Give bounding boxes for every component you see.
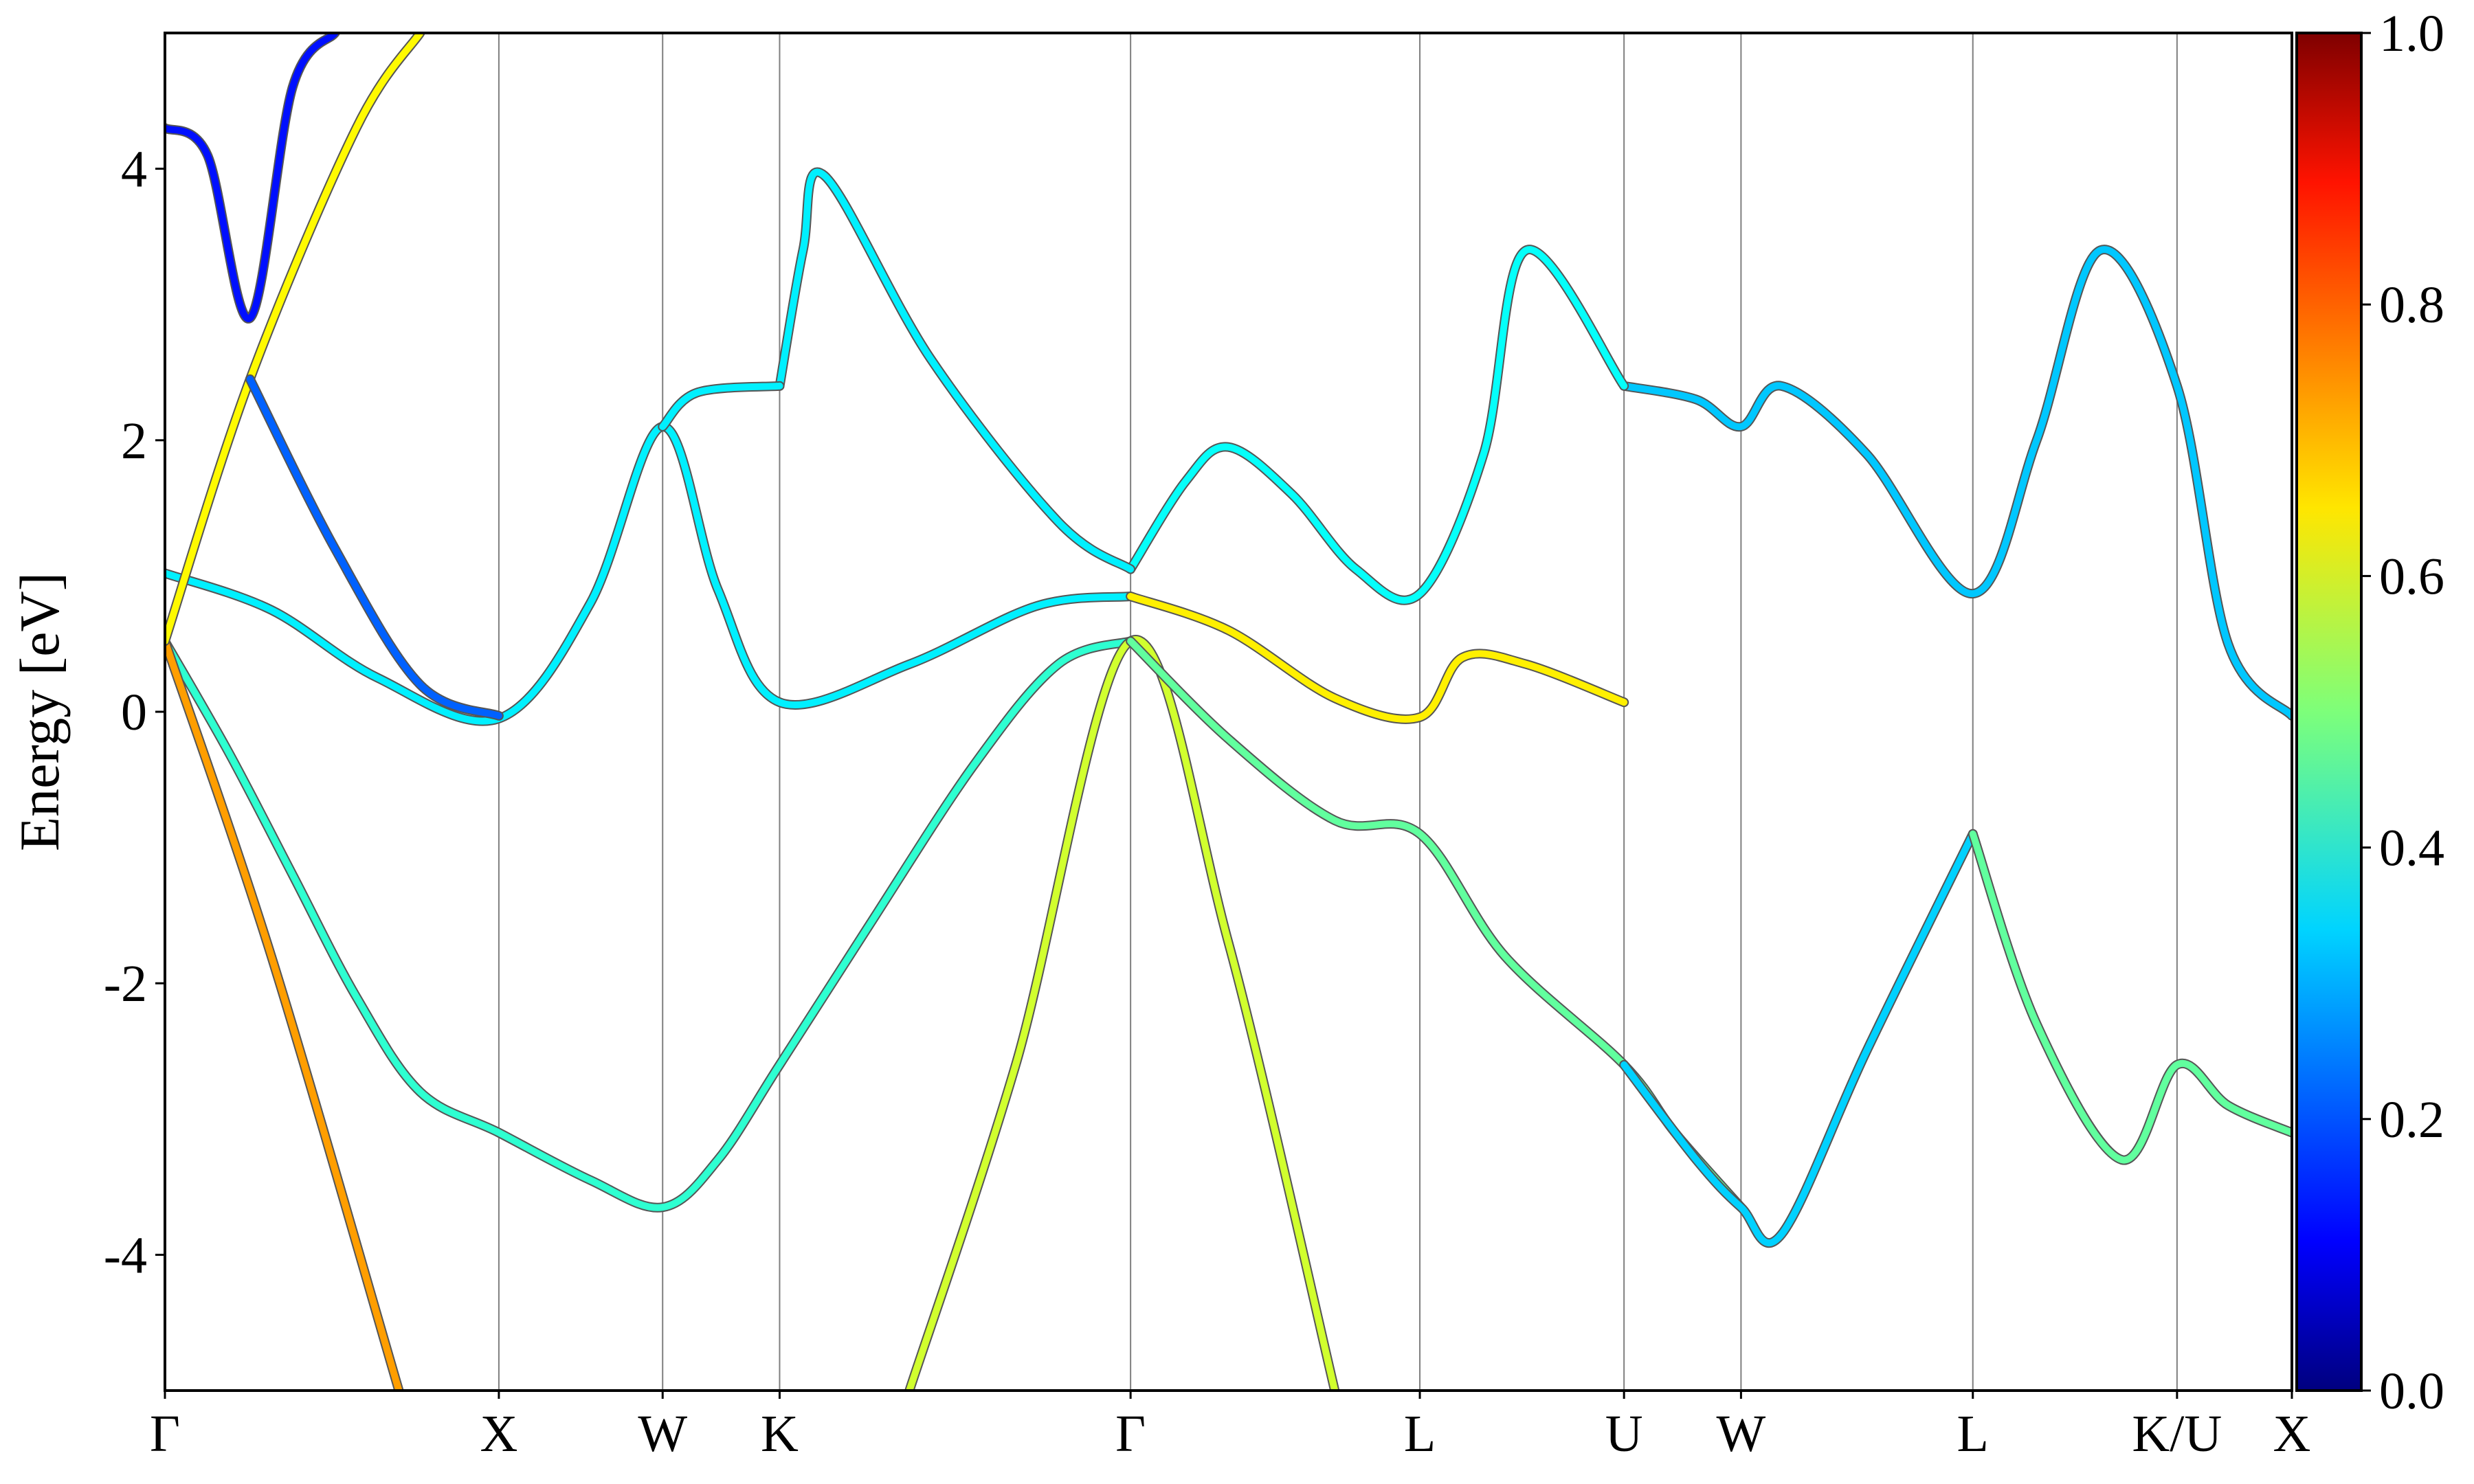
band-line-0 [165, 638, 1135, 1211]
band-outline [1126, 245, 1629, 605]
band-outline [1619, 245, 2292, 721]
band-line-9 [1127, 246, 1628, 604]
band-line-4 [1127, 593, 1628, 723]
band-outline [774, 167, 1136, 574]
colorbar-tick-label: 1.0 [2379, 5, 2444, 63]
x-tick-label: L [1404, 1405, 1436, 1463]
y-tick-label: -4 [104, 1226, 147, 1284]
band-outline [165, 636, 1136, 1213]
colorbar-tick-label: 0.6 [2379, 548, 2444, 605]
x-tick-label: X [2273, 1405, 2311, 1463]
y-tick-label: 0 [121, 684, 147, 741]
band-line-1 [165, 638, 403, 1391]
band-line-12 [165, 33, 339, 322]
band-line-3 [165, 423, 1135, 725]
band-line-8 [1620, 246, 2292, 719]
x-tick-label: W [1717, 1405, 1766, 1463]
colorbar-tick-label: 0.8 [2379, 276, 2444, 334]
y-tick-label: 4 [121, 141, 147, 199]
y-axis-label: Energy [eV] [8, 572, 71, 851]
band-outline [165, 33, 340, 324]
colorbar-tick-label: 0.2 [2379, 1091, 2444, 1149]
band-line-11 [659, 382, 783, 430]
band-line-2 [906, 636, 1339, 1391]
colorbar-tick-label: 0.4 [2379, 820, 2444, 877]
y-tick-label: -2 [104, 955, 147, 1013]
x-tick-label: K/U [2132, 1405, 2222, 1463]
band-line-14 [246, 375, 502, 719]
y-tick-label: 2 [121, 412, 147, 470]
band-outline [165, 33, 425, 647]
colorbar-gradient [2295, 32, 2363, 1392]
band-outline [1126, 592, 1629, 724]
band-lines [165, 33, 2292, 1391]
band-line-6 [1620, 830, 1976, 1247]
x-tick-label: L [1957, 1405, 1989, 1463]
band-line-13 [165, 33, 424, 645]
band-outline [1619, 829, 1978, 1248]
x-tick-label: Γ [1115, 1405, 1146, 1463]
x-tick-label: U [1605, 1405, 1643, 1463]
x-tick-label: K [761, 1405, 799, 1463]
x-tick-label: X [480, 1405, 517, 1463]
x-axis: Γ X W K Γ L U W L K/U X [150, 1391, 2310, 1463]
band-outline [165, 422, 1136, 726]
band-line-7 [1969, 830, 2292, 1164]
x-tick-label: W [638, 1405, 687, 1463]
band-outline [245, 374, 504, 721]
band-line-10 [776, 168, 1135, 573]
vertical-kpoint-lines [498, 33, 2178, 1391]
y-axis: -4 -2 0 2 4 [104, 141, 165, 1284]
band-outline [904, 635, 1340, 1391]
x-tick-label: Γ [150, 1405, 180, 1463]
colorbar-tick-label: 0.0 [2379, 1362, 2444, 1420]
colorbar: 0.0 0.2 0.4 0.6 0.8 1.0 [2295, 5, 2444, 1420]
